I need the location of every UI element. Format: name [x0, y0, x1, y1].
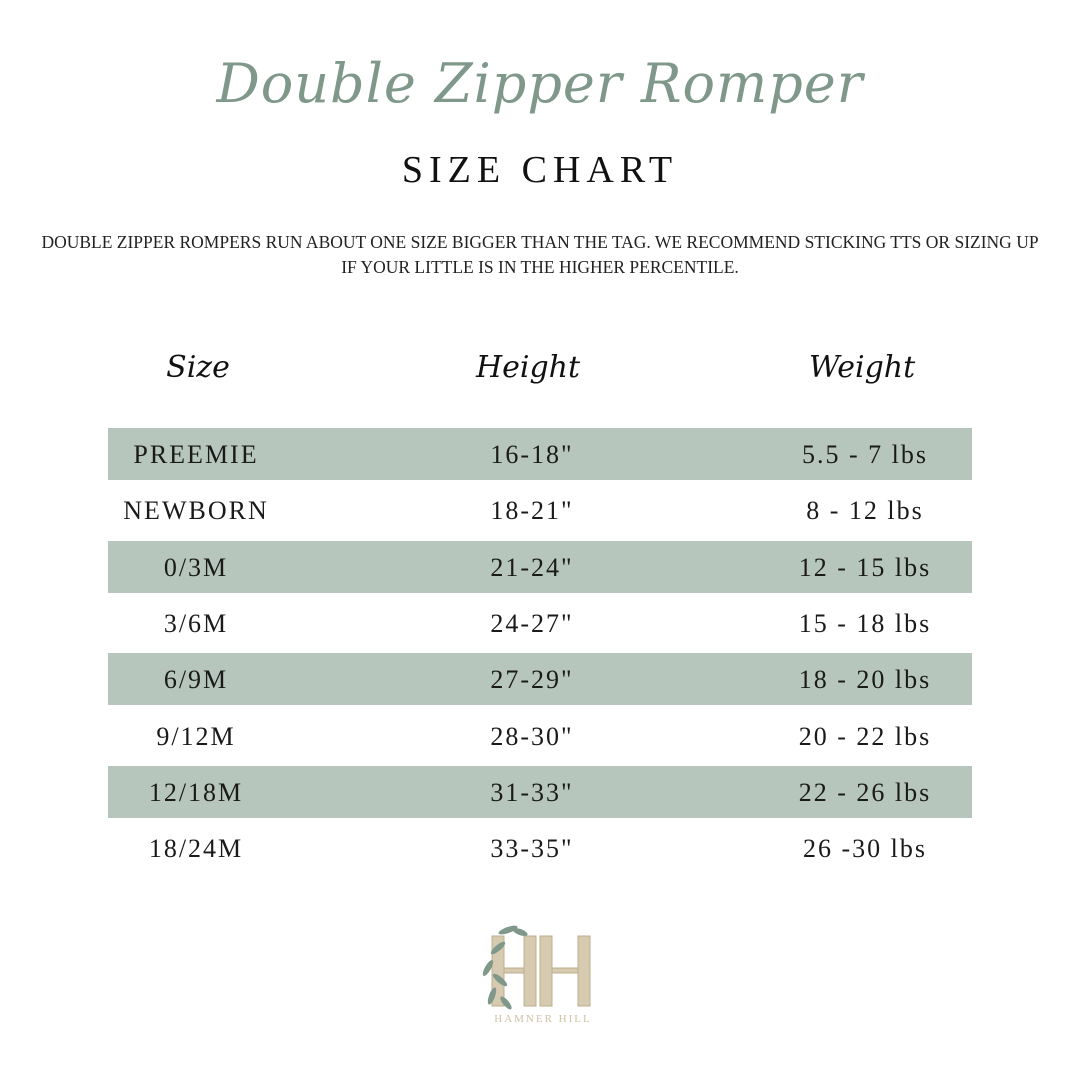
- cell-height: 33-35": [490, 834, 574, 864]
- cell-height: 27-29": [490, 665, 574, 695]
- cell-weight: 15 - 18 lbs: [798, 608, 932, 638]
- cell-size: PREEMIE: [133, 440, 259, 469]
- cell-weight: 22 - 26 lbs: [798, 777, 932, 807]
- hamner-hill-logo: HAMNER HILL: [482, 925, 591, 1025]
- cell-weight: 12 - 15 lbs: [798, 552, 932, 582]
- column-header-size: Size: [166, 350, 230, 385]
- column-header-weight: Weight: [808, 350, 916, 385]
- cell-height: 18-21": [490, 496, 574, 526]
- sizing-note: DOUBLE ZIPPER ROMPERS RUN ABOUT ONE SIZE…: [41, 232, 1039, 277]
- table-row: 18/24M 33-35" 26 -30 lbs: [108, 822, 972, 874]
- page-title: Double Zipper Romper: [216, 52, 864, 115]
- cell-weight: 5.5 - 7 lbs: [802, 440, 928, 469]
- cell-weight: 18 - 20 lbs: [798, 665, 932, 695]
- cell-size: 9/12M: [156, 721, 236, 751]
- cell-size: 0/3M: [163, 552, 229, 582]
- table-row: 12/18M 31-33" 22 - 26 lbs: [108, 765, 972, 818]
- cell-weight: 20 - 22 lbs: [798, 721, 932, 751]
- cell-height: 21-24": [490, 552, 574, 582]
- subtitle: SIZE CHART: [401, 149, 679, 191]
- svg-text:HAMNER HILL: HAMNER HILL: [494, 1013, 591, 1025]
- table-row: PREEMIE 16-18" 5.5 - 7 lbs: [108, 428, 972, 480]
- table-row: 6/9M 27-29" 18 - 20 lbs: [108, 653, 972, 706]
- cell-size: 3/6M: [163, 608, 229, 638]
- table-row: 9/12M 28-30" 20 - 22 lbs: [108, 710, 972, 762]
- cell-size: 12/18M: [148, 777, 244, 807]
- cell-size: 18/24M: [148, 834, 244, 864]
- cell-size: NEWBORN: [123, 496, 269, 526]
- table-row: 3/6M 24-27" 15 - 18 lbs: [108, 597, 972, 649]
- cell-size: 6/9M: [163, 665, 229, 695]
- column-header-height: Height: [475, 350, 581, 385]
- table-row: 0/3M 21-24" 12 - 15 lbs: [108, 540, 972, 593]
- cell-weight: 8 - 12 lbs: [806, 496, 924, 526]
- cell-height: 28-30": [490, 721, 574, 751]
- cell-height: 16-18": [490, 440, 574, 469]
- cell-height: 24-27": [490, 608, 574, 638]
- table-row: NEWBORN 18-21" 8 - 12 lbs: [108, 484, 972, 536]
- cell-height: 31-33": [490, 777, 574, 807]
- cell-weight: 26 -30 lbs: [803, 834, 927, 864]
